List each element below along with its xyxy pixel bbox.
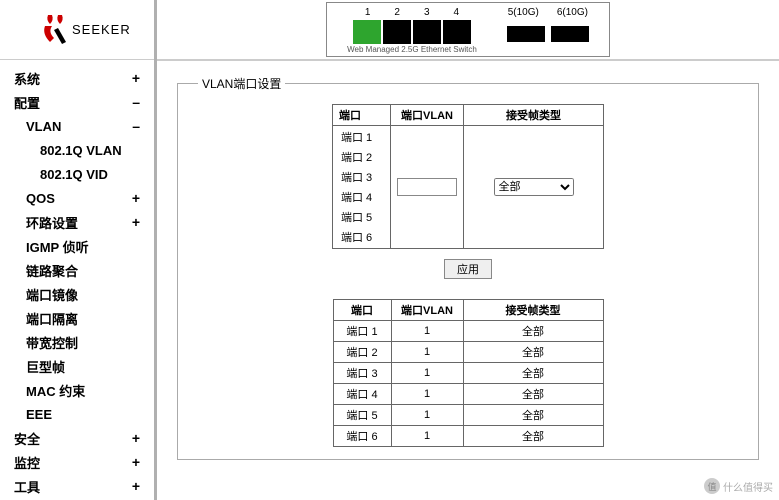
nav-config[interactable]: 配置– (0, 90, 154, 114)
content: VLAN端口设置 端口 端口VLAN 接受帧类型 端口 1 端口 2 端口 3 (157, 61, 779, 474)
config-table: 端口 端口VLAN 接受帧类型 端口 1 端口 2 端口 3 端口 4 端口 5 (332, 104, 604, 249)
frame-type-select[interactable]: 全部 (494, 178, 574, 196)
port-labels: 1 2 3 4 (365, 7, 459, 18)
port-2-icon (383, 20, 411, 44)
vlan-input[interactable] (397, 178, 457, 196)
th-vlan: 端口VLAN (391, 300, 463, 321)
nav-jumbo[interactable]: 巨型帧 (0, 354, 154, 378)
header: 1 2 3 4 Web Managed 2.5G Ethernet Switch (157, 0, 779, 60)
th-port: 端口 (333, 300, 391, 321)
collapse-icon: – (132, 94, 140, 110)
table-row: 端口 11全部 (333, 321, 603, 342)
nav-menu: 系统+ 配置– VLAN– 802.1Q VLAN 802.1Q VID QOS… (0, 60, 154, 500)
watermark-icon: 值 (704, 478, 720, 494)
status-table: 端口 端口VLAN 接受帧类型 端口 11全部 端口 21全部 端口 31全部 … (333, 299, 604, 447)
logo-icon (40, 12, 70, 47)
nav-vlan[interactable]: VLAN– (0, 114, 154, 138)
nav-system[interactable]: 系统+ (0, 66, 154, 90)
nav-8021q-vid[interactable]: 802.1Q VID (0, 162, 154, 186)
nav-8021q-vlan[interactable]: 802.1Q VLAN (0, 138, 154, 162)
table-row: 端口 21全部 (333, 342, 603, 363)
port-group-2g: 1 2 3 4 Web Managed 2.5G Ethernet Switch (347, 7, 477, 54)
nav-security[interactable]: 安全+ (0, 426, 154, 450)
table-row: 端口 51全部 (333, 405, 603, 426)
expand-icon: + (132, 478, 140, 494)
nav-igmp[interactable]: IGMP 侦听 (0, 234, 154, 258)
expand-icon: + (132, 454, 140, 470)
nav-mac[interactable]: MAC 约束 (0, 378, 154, 402)
nav-monitor[interactable]: 监控+ (0, 450, 154, 474)
nav-isolate[interactable]: 端口隔离 (0, 306, 154, 330)
expand-icon: + (132, 430, 140, 446)
nav-bandwidth[interactable]: 带宽控制 (0, 330, 154, 354)
logo-area: SEEKER (0, 0, 154, 60)
vlan-port-fieldset: VLAN端口设置 端口 端口VLAN 接受帧类型 端口 1 端口 2 端口 3 (177, 75, 759, 460)
fieldset-legend: VLAN端口设置 (198, 75, 285, 92)
port-5-icon (507, 26, 545, 42)
port-panel: 1 2 3 4 Web Managed 2.5G Ethernet Switch (326, 2, 610, 57)
th-type: 接受帧类型 (463, 300, 603, 321)
logo-text: SEEKER (72, 22, 131, 37)
port-group-10g: 5(10G) 6(10G) (507, 7, 589, 42)
th-type: 接受帧类型 (464, 105, 604, 126)
apply-button[interactable]: 应用 (444, 259, 492, 279)
nav-eee[interactable]: EEE (0, 402, 154, 426)
port-6-icon (551, 26, 589, 42)
th-vlan: 端口VLAN (391, 105, 464, 126)
watermark: 值 什么值得买 (704, 478, 773, 494)
port-4-icon (443, 20, 471, 44)
table-row: 端口 61全部 (333, 426, 603, 447)
nav-tools[interactable]: 工具+ (0, 474, 154, 498)
table-row: 端口 41全部 (333, 384, 603, 405)
expand-icon: + (132, 214, 140, 230)
nav-loop[interactable]: 环路设置+ (0, 210, 154, 234)
nav-qos[interactable]: QOS+ (0, 186, 154, 210)
table-row: 端口 31全部 (333, 363, 603, 384)
nav-mirror[interactable]: 端口镜像 (0, 282, 154, 306)
expand-icon: + (132, 70, 140, 86)
port-select-list[interactable]: 端口 1 端口 2 端口 3 端口 4 端口 5 端口 6 (333, 126, 380, 248)
port-3-icon (413, 20, 441, 44)
nav-lag[interactable]: 链路聚合 (0, 258, 154, 282)
th-port: 端口 (333, 105, 391, 126)
expand-icon: + (132, 190, 140, 206)
main-area: 1 2 3 4 Web Managed 2.5G Ethernet Switch (157, 0, 779, 500)
sidebar: SEEKER 系统+ 配置– VLAN– 802.1Q VLAN 802.1Q … (0, 0, 157, 500)
collapse-icon: – (132, 118, 140, 134)
port-1-icon (353, 20, 381, 44)
port-10g-labels: 5(10G) 6(10G) (508, 7, 588, 18)
switch-subtitle: Web Managed 2.5G Ethernet Switch (347, 45, 477, 54)
